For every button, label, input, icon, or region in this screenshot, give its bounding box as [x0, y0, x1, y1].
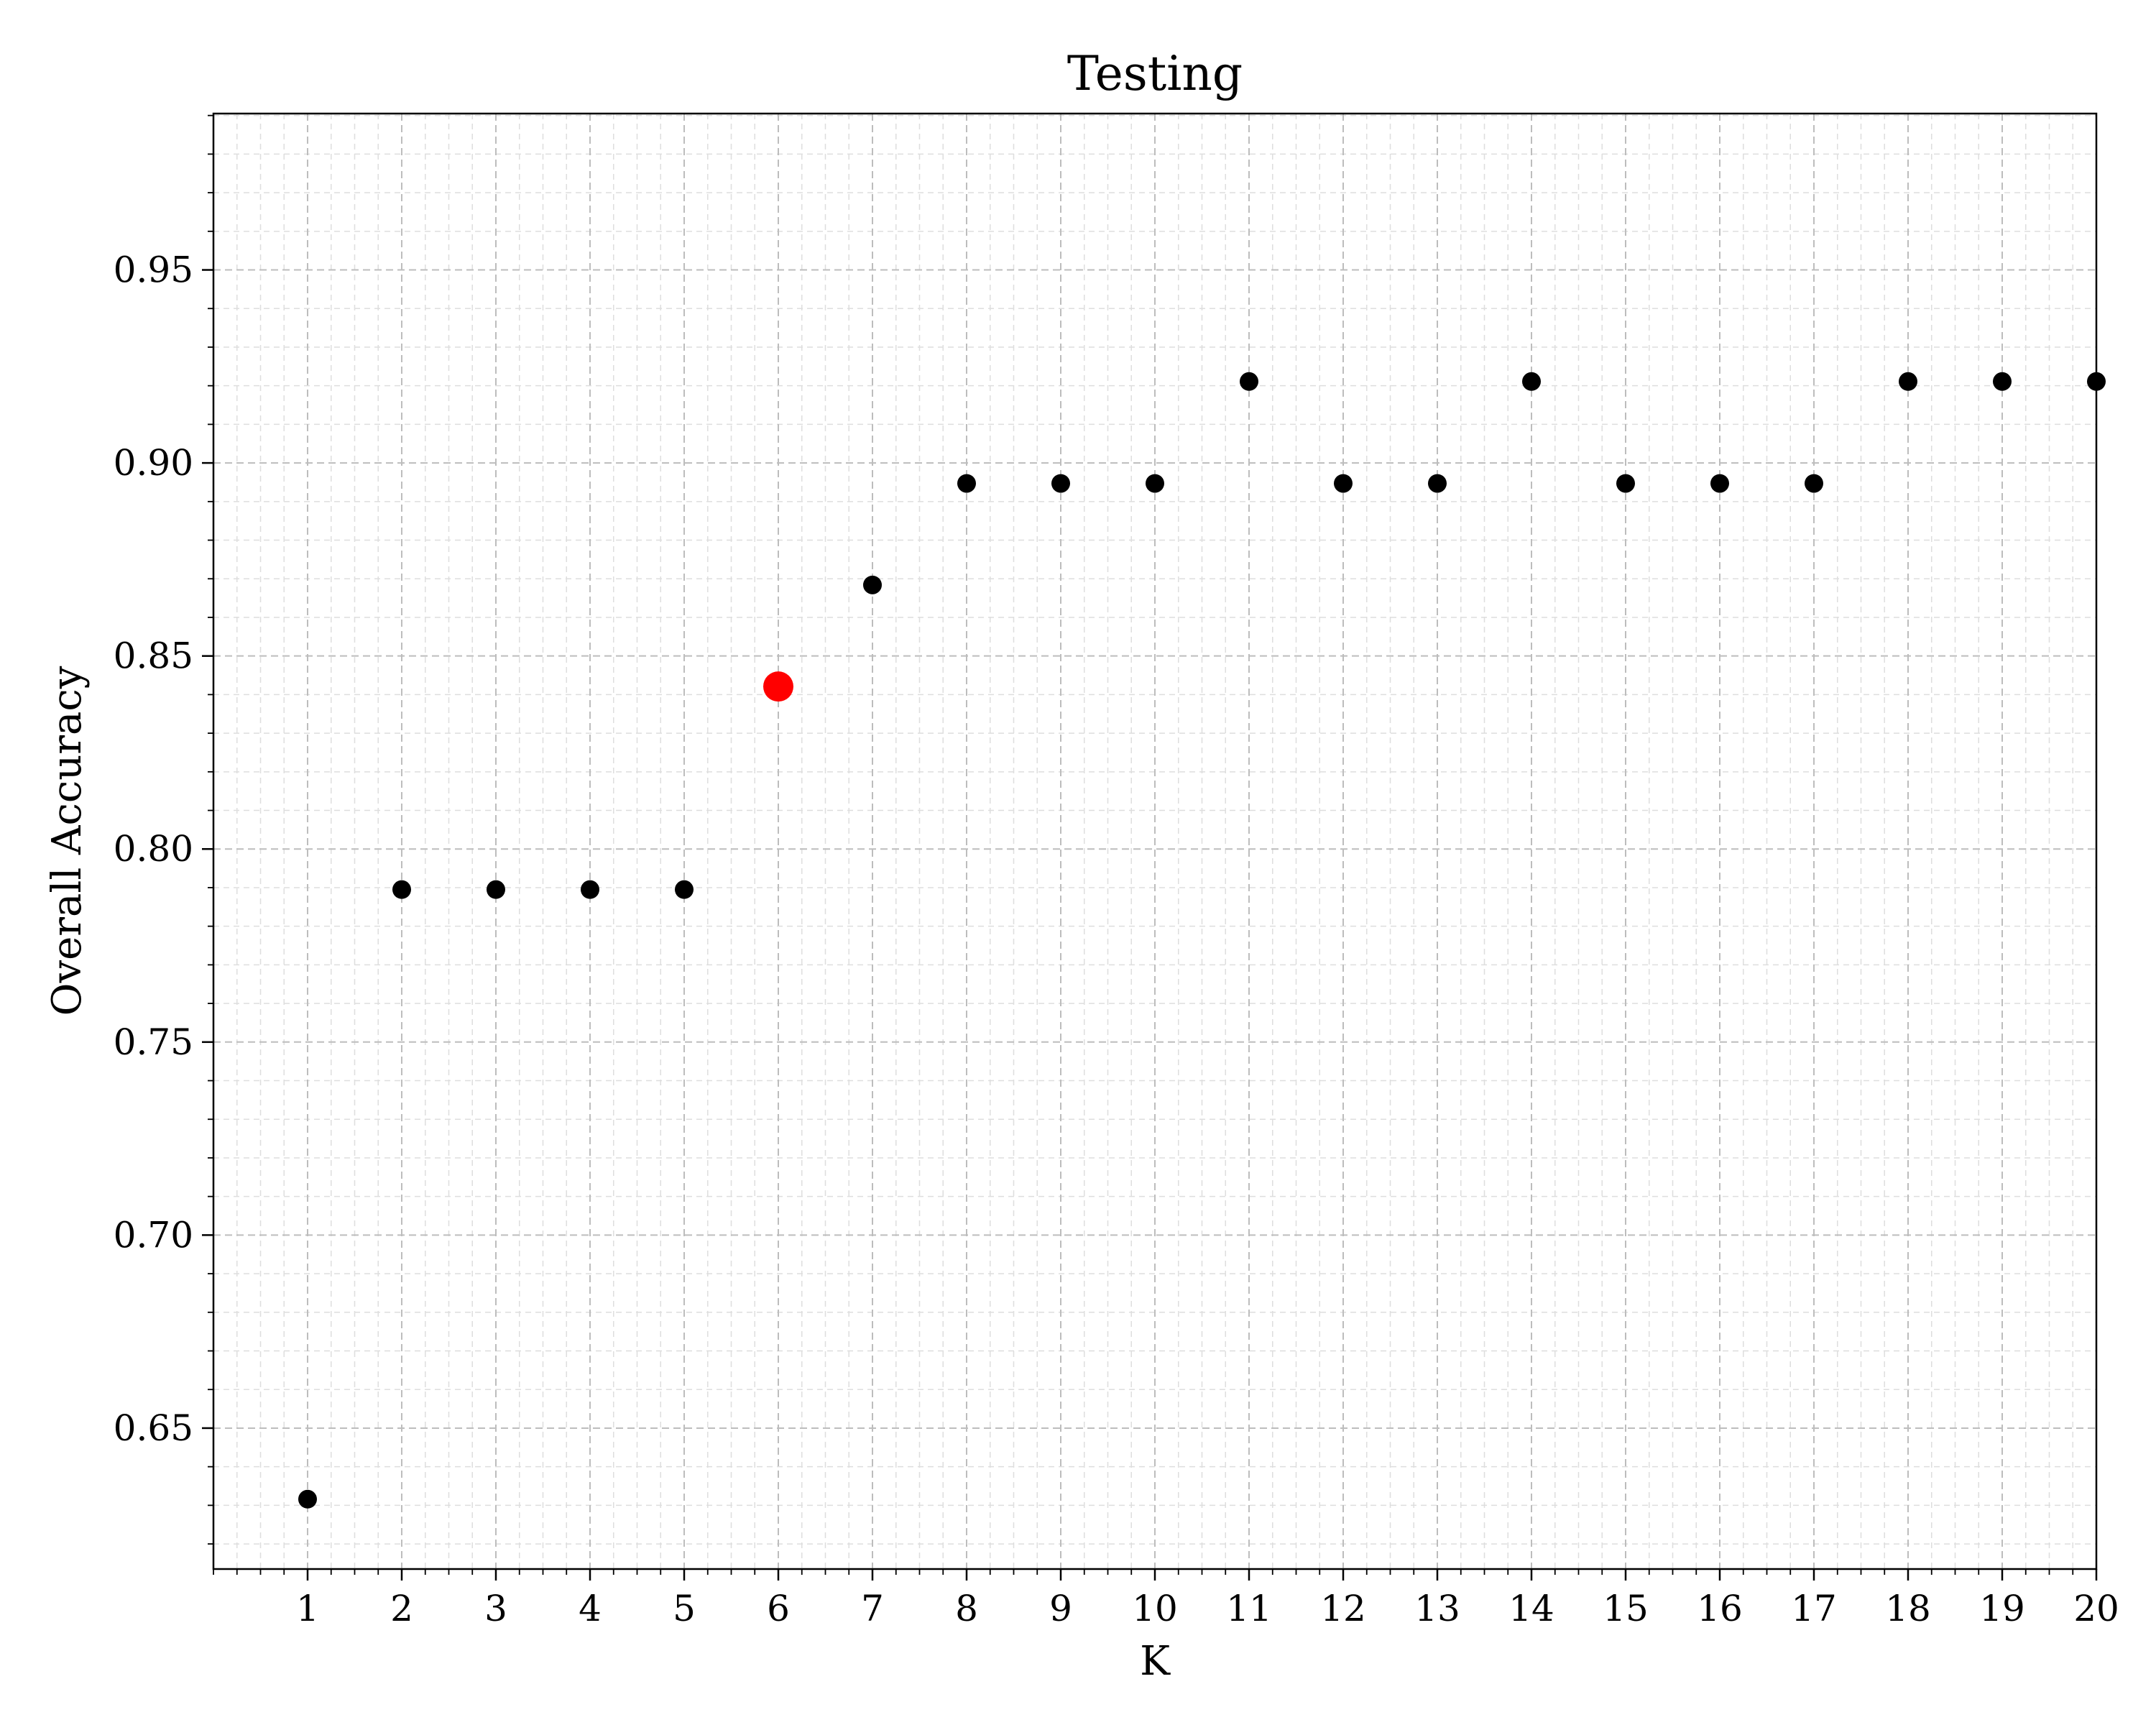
data-point	[298, 1489, 317, 1509]
data-point	[1240, 372, 1258, 391]
x-tick-label: 9	[1049, 1588, 1072, 1629]
y-tick-label: 0.75	[114, 1021, 193, 1063]
x-tick-label: 13	[1414, 1588, 1460, 1629]
data-point	[392, 880, 411, 899]
data-point	[675, 880, 694, 899]
x-axis-label: K	[1140, 1638, 1171, 1685]
x-tick-label: 5	[673, 1588, 696, 1629]
y-tick-label: 0.65	[114, 1407, 193, 1449]
y-tick-label: 0.95	[114, 249, 193, 291]
x-tick-label: 11	[1226, 1588, 1272, 1629]
highlight-point	[763, 671, 793, 702]
data-point	[1710, 474, 1729, 493]
data-point	[1334, 474, 1353, 493]
x-tick-label: 2	[390, 1588, 413, 1629]
data-point	[1993, 372, 2012, 391]
x-tick-label: 16	[1697, 1588, 1743, 1629]
data-point	[1051, 474, 1070, 493]
y-tick-label: 0.85	[114, 635, 193, 677]
y-tick-labels: 0.65 0.70 0.75 0.80 0.85 0.90 0.95	[114, 249, 193, 1449]
data-point	[863, 575, 882, 594]
minor-grid	[213, 114, 2096, 1569]
major-grid	[213, 114, 2097, 1569]
axis-ticks	[202, 114, 2098, 1581]
data-point	[1899, 372, 1917, 391]
x-tick-labels: 1 2 3 4 5 6 7 8 9 10 11 12 13 14 15 16 17 18 19 20	[296, 1588, 2119, 1629]
x-tick-label: 6	[767, 1588, 790, 1629]
x-tick-label: 20	[2073, 1588, 2119, 1629]
data-point	[1146, 474, 1164, 493]
x-tick-label: 7	[861, 1588, 884, 1629]
y-tick-label: 0.80	[114, 828, 193, 870]
x-tick-label: 19	[1979, 1588, 2025, 1629]
y-axis-label: Overall Accuracy	[44, 666, 91, 1016]
data-point	[1616, 474, 1635, 493]
data-points	[298, 372, 2106, 1509]
x-tick-label: 15	[1603, 1588, 1649, 1629]
x-tick-label: 8	[955, 1588, 978, 1629]
data-point	[487, 880, 505, 899]
data-point	[957, 474, 976, 493]
data-point	[581, 880, 599, 899]
data-point	[1428, 474, 1447, 493]
x-tick-label: 3	[484, 1588, 507, 1629]
y-tick-label: 0.90	[114, 442, 193, 484]
x-tick-label: 1	[296, 1588, 319, 1629]
data-point	[1805, 474, 1823, 493]
x-tick-label: 10	[1132, 1588, 1178, 1629]
x-tick-label: 4	[579, 1588, 602, 1629]
chart-title: Testing	[1067, 46, 1243, 101]
x-tick-label: 12	[1320, 1588, 1366, 1629]
data-point	[1522, 372, 1541, 391]
x-tick-label: 17	[1791, 1588, 1837, 1629]
x-tick-label: 18	[1885, 1588, 1931, 1629]
y-tick-label: 0.70	[114, 1214, 193, 1256]
x-tick-label: 14	[1508, 1588, 1554, 1629]
